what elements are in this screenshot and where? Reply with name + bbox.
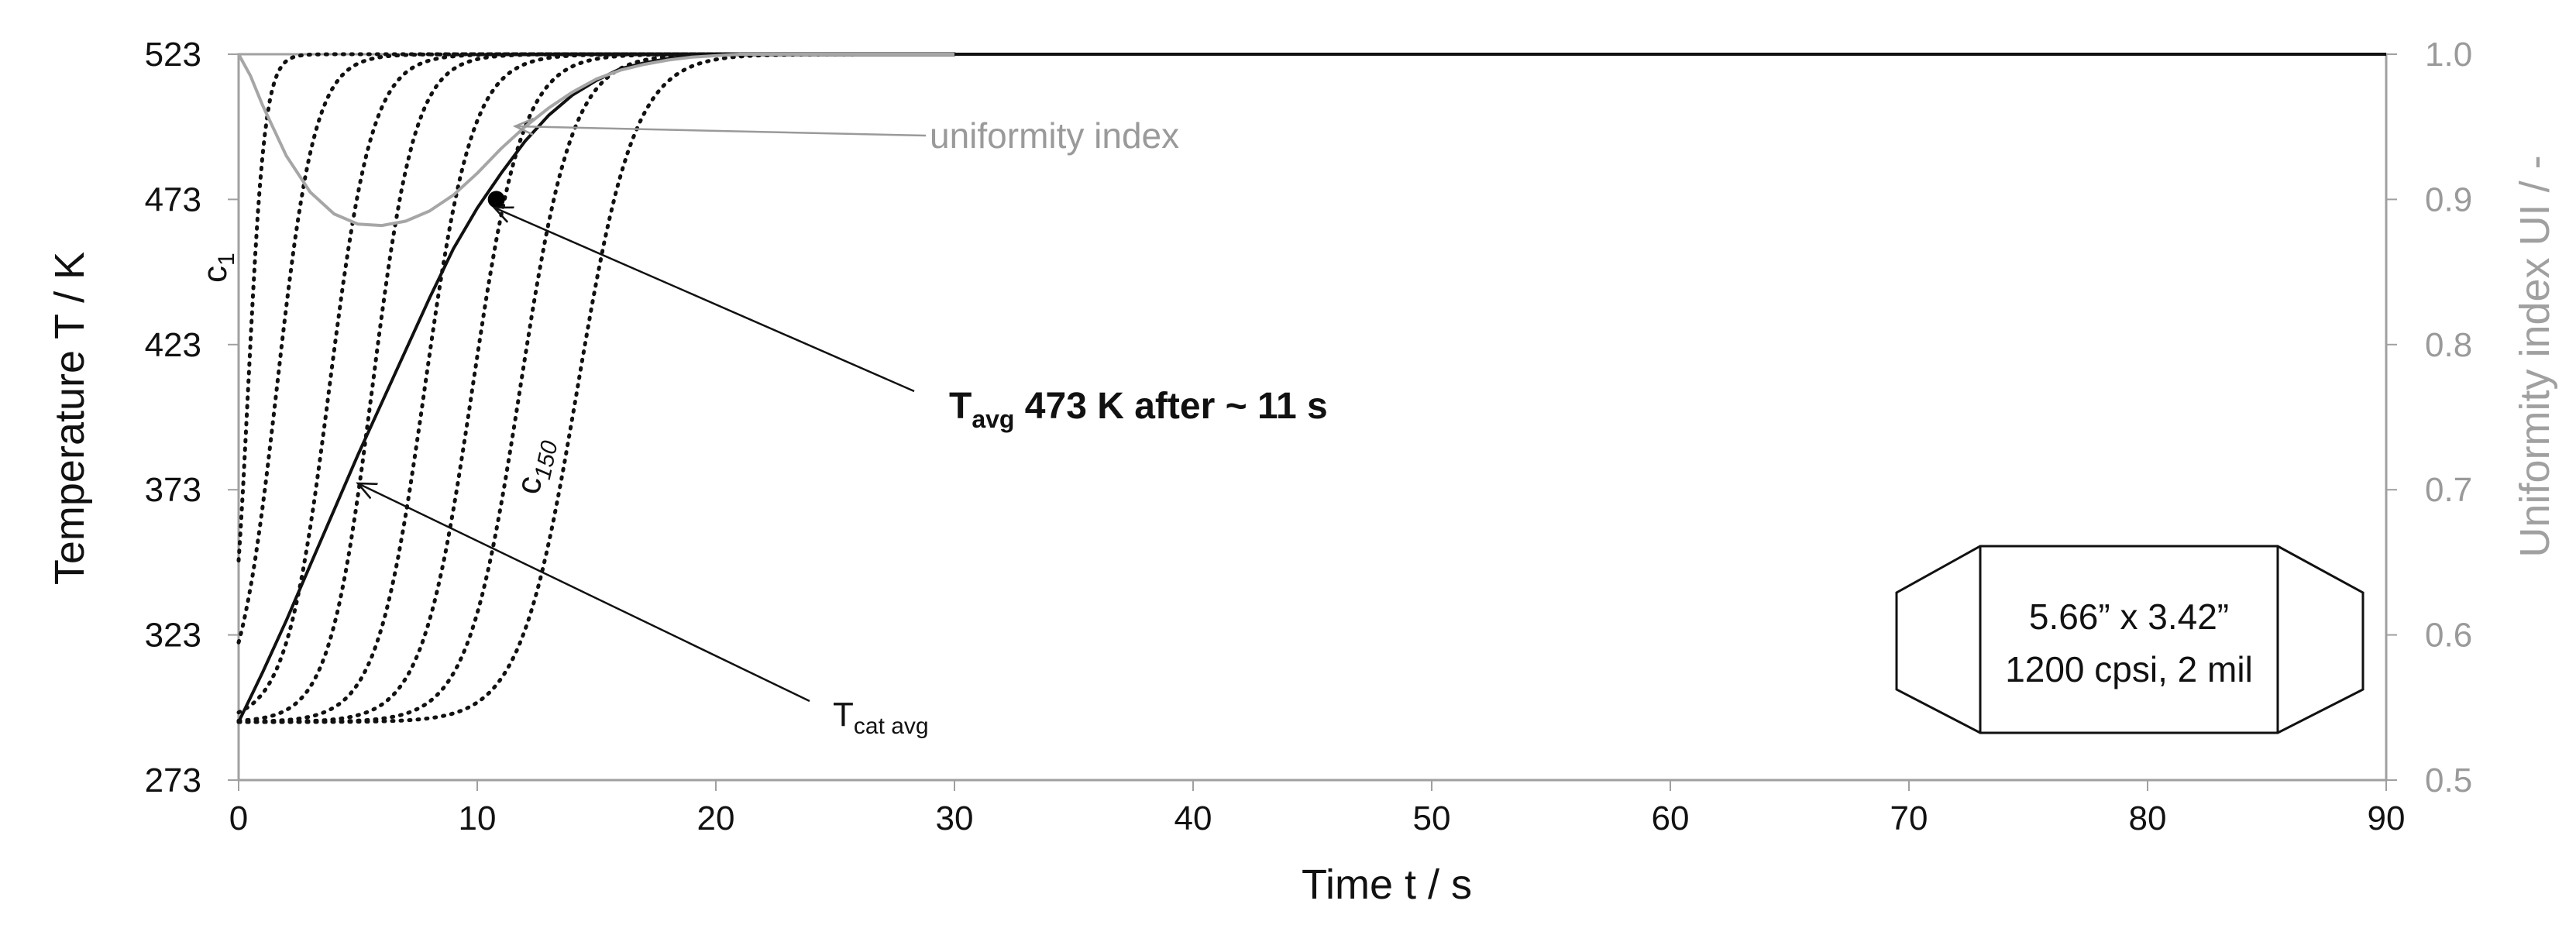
channel-curve xyxy=(236,52,957,724)
ticks-layer: 0 10 20 30 40 50 60 70 80 90 273 323 373 423 473 523 0.5… xyxy=(145,36,2473,837)
y-tick-label: 473 xyxy=(145,180,201,218)
channel-curve xyxy=(236,52,957,645)
tcat-main: T xyxy=(833,696,854,734)
c1-sub: 1 xyxy=(214,253,239,266)
y-axis-title: Temperature T / K xyxy=(46,252,93,585)
y-tick-label: 323 xyxy=(145,617,201,655)
y2-axis-title: Uniformity index UI / - xyxy=(2512,155,2558,557)
tavg-sub: avg xyxy=(972,405,1014,433)
x-tick-label: 70 xyxy=(1890,799,1928,837)
y-tick-label: 523 xyxy=(145,36,201,74)
curves-layer xyxy=(236,52,2386,724)
y2-tick-label: 0.6 xyxy=(2425,617,2472,655)
y2-tick-label: 0.9 xyxy=(2425,180,2472,218)
x-tick-label: 90 xyxy=(2368,799,2406,837)
c1-main: c xyxy=(196,266,234,283)
channel-curve xyxy=(236,52,957,724)
uniformity-line xyxy=(237,53,954,228)
inset-line1: 5.66” x 3.42” xyxy=(2029,596,2229,637)
tcat-label: Tcat avg xyxy=(833,696,929,739)
channel-curve xyxy=(236,52,957,724)
tavg-label: Tavg 473 K after ~ 11 s xyxy=(949,386,1328,433)
tcat-leader xyxy=(358,483,810,703)
inset-line2: 1200 cpsi, 2 mil xyxy=(2005,649,2253,689)
c150-label: c150 xyxy=(509,435,563,498)
y2-tick-label: 0.5 xyxy=(2425,762,2472,799)
channel-curve xyxy=(236,52,957,723)
y-tick-label: 373 xyxy=(145,471,201,509)
channel-curve xyxy=(236,52,957,724)
y-tick-label: 273 xyxy=(145,762,201,799)
y2-tick-label: 0.8 xyxy=(2425,326,2472,364)
x-tick-label: 40 xyxy=(1175,799,1212,837)
x-axis-title: Time t / s xyxy=(1302,861,1472,908)
tavg-marker xyxy=(487,191,505,208)
x-tick-label: 50 xyxy=(1413,799,1451,837)
inset-outline xyxy=(1895,545,2364,734)
x-tick-label: 10 xyxy=(459,799,497,837)
c150-sub: 150 xyxy=(530,438,563,482)
tavg-leader xyxy=(494,208,915,393)
channel-curve xyxy=(236,52,957,715)
catalyst-inset: 5.66” x 3.42” 1200 cpsi, 2 mil xyxy=(1895,545,2364,734)
c1-label: c1 xyxy=(196,253,239,283)
tavg-rest: 473 K after ~ 11 s xyxy=(1014,386,1327,427)
x-tick-label: 80 xyxy=(2129,799,2167,837)
tavg-main: T xyxy=(949,386,972,427)
uniformity-leader xyxy=(515,126,927,137)
x-tick-label: 0 xyxy=(229,799,248,837)
y-tick-label: 423 xyxy=(145,326,201,364)
x-tick-label: 30 xyxy=(936,799,974,837)
annotations: uniformity index Tavg 473 K after ~ 11 s… xyxy=(196,115,1328,739)
x-tick-label: 20 xyxy=(697,799,735,837)
y2-tick-label: 0.7 xyxy=(2425,471,2472,509)
tcat-sub: cat avg xyxy=(854,713,929,739)
x-tick-label: 60 xyxy=(1652,799,1690,837)
y2-tick-label: 1.0 xyxy=(2425,36,2472,74)
uniformity-label: uniformity index xyxy=(930,115,1179,156)
